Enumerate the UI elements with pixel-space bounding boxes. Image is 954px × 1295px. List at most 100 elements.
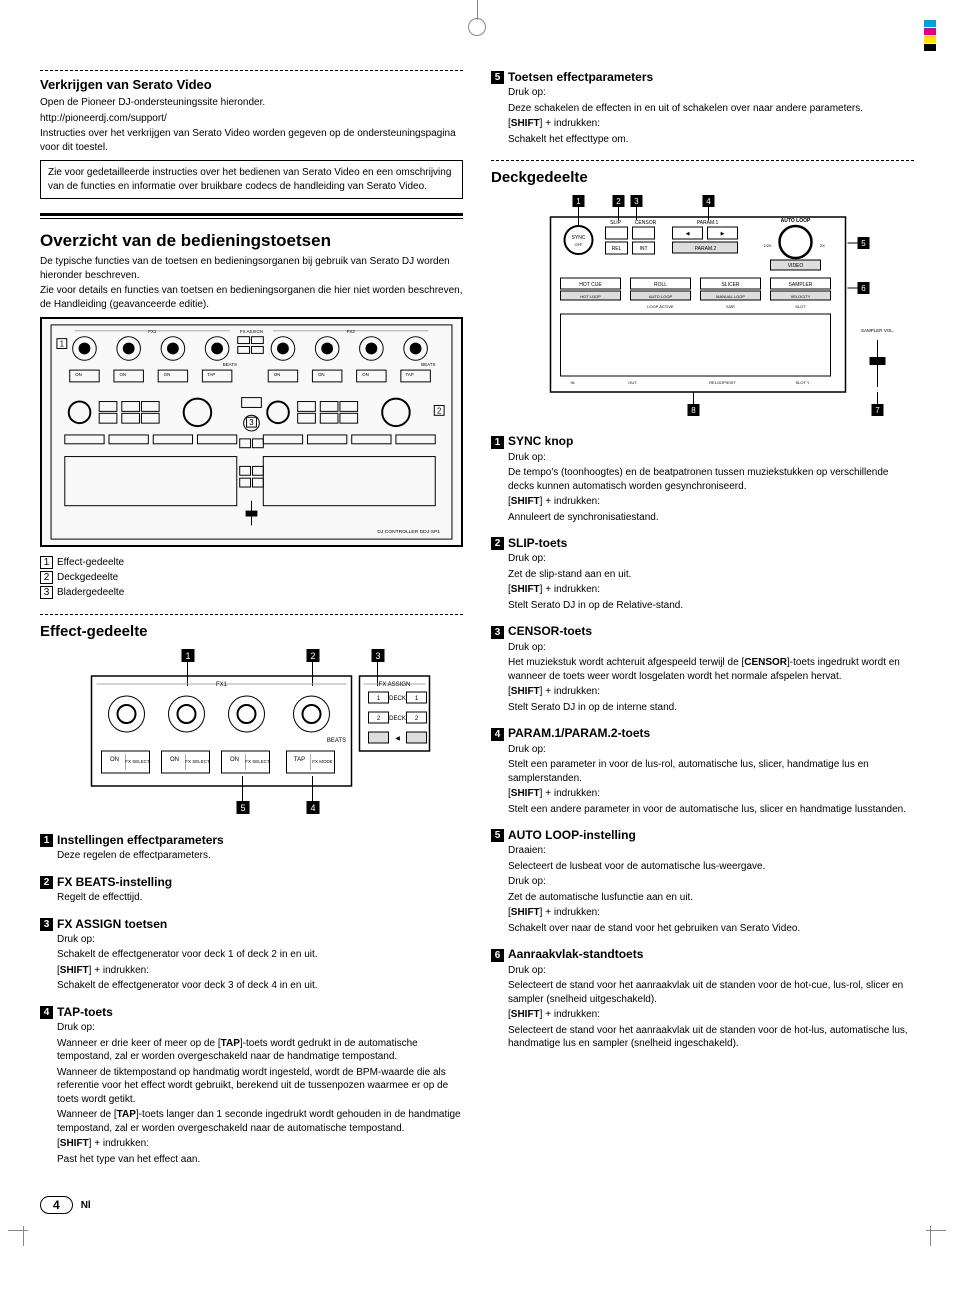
dashed-divider <box>491 160 914 161</box>
crop-mark-br <box>916 1216 946 1246</box>
item-title: FX ASSIGN toetsen <box>57 917 167 931</box>
svg-text:3: 3 <box>634 197 639 206</box>
section-title-deck: Deckgedeelte <box>491 167 914 186</box>
text: http://pioneerdj.com/support/ <box>40 112 463 126</box>
svg-text:1: 1 <box>60 340 64 349</box>
svg-text:5: 5 <box>861 239 866 248</box>
num-box: 1 <box>40 834 53 847</box>
text: Stelt een parameter in voor de lus-rol, … <box>508 758 914 785</box>
svg-text:1: 1 <box>377 696 381 702</box>
text: [SHIFT] + indrukken: <box>508 906 914 920</box>
item-heading: 5 Toetsen effectparameters <box>491 70 914 84</box>
item-heading: 2 FX BEATS-instelling <box>40 875 463 889</box>
item-heading: 3 FX ASSIGN toetsen <box>40 917 463 931</box>
svg-text:2: 2 <box>310 651 315 661</box>
text: Het muziekstuk wordt achteruit afgespeel… <box>508 656 914 683</box>
svg-text:ROLL: ROLL <box>654 282 667 288</box>
num-box: 3 <box>491 626 504 639</box>
legend-num: 1 <box>40 556 53 569</box>
text: Wanneer er drie keer of meer op de [TAP]… <box>57 1037 463 1064</box>
svg-text:DJ CONTROLLER DDJ-SP1: DJ CONTROLLER DDJ-SP1 <box>377 529 440 535</box>
text: [SHIFT] + indrukken: <box>57 964 463 978</box>
svg-text:8: 8 <box>691 406 696 415</box>
page-lang: Nl <box>81 1200 91 1211</box>
diagram-legend: 1Effect-gedeelte 2Deckgedeelte 3Bladerge… <box>40 555 463 600</box>
item-heading: 2SLIP-toets <box>491 536 914 550</box>
section-title-serato: Verkrijgen van Serato Video <box>40 77 463 92</box>
text: Open de Pioneer DJ-ondersteuningssite hi… <box>40 96 463 110</box>
heavy-rule <box>40 213 463 216</box>
svg-text:REL: REL <box>612 246 622 252</box>
text: Wanneer de [TAP]-toets langer dan 1 seco… <box>57 1108 463 1135</box>
svg-text:SLIP: SLIP <box>610 220 622 226</box>
left-column: Verkrijgen van Serato Video Open de Pion… <box>40 70 463 1168</box>
item-body: Druk op:Wanneer er drie keer of meer op … <box>57 1021 463 1166</box>
item-heading: 3 CENSOR-toets <box>491 624 914 638</box>
serato-body: Open de Pioneer DJ-ondersteuningssite hi… <box>40 96 463 154</box>
legend-label: Bladergedeelte <box>57 585 124 600</box>
text: Zie voor details en functies van toetsen… <box>40 284 463 311</box>
num-box: 3 <box>40 918 53 931</box>
text: Past het type van het effect aan. <box>57 1153 463 1167</box>
svg-text:AUTO LOOP: AUTO LOOP <box>649 294 673 299</box>
svg-text:2X: 2X <box>820 243 825 248</box>
item-body: Deze regelen de effectparameters. <box>57 849 463 863</box>
item-title: PARAM.1/PARAM.2-toets <box>508 726 650 740</box>
text: Zet de slip-stand aan en uit. <box>508 568 914 582</box>
item-body: Druk op:Selecteert de stand voor het aan… <box>508 964 914 1051</box>
text: Instructies over het verkrijgen van Sera… <box>40 127 463 154</box>
svg-text:2: 2 <box>415 716 419 722</box>
num-box: 6 <box>491 949 504 962</box>
effect-items: 1Instellingen effectparameters Deze regel… <box>40 833 463 1166</box>
text: Selecteert de stand voor het aanraakvlak… <box>508 1024 914 1051</box>
svg-text:◀: ◀ <box>395 736 400 742</box>
svg-text:HOT LOOP: HOT LOOP <box>580 294 601 299</box>
page-number: 4 <box>40 1196 73 1214</box>
text: Druk op: <box>508 743 914 757</box>
svg-text:4: 4 <box>706 197 711 206</box>
legend-item: 3 Bladergedeelte <box>40 585 463 600</box>
legend-label: Effect-gedeelte <box>57 555 124 570</box>
item-body: Druk op:Stelt een parameter in voor de l… <box>508 743 914 817</box>
text: [SHIFT] + indrukken: <box>57 1137 463 1151</box>
item-body: Regelt de effecttijd. <box>57 891 463 905</box>
text: [SHIFT] + indrukken: <box>508 117 914 131</box>
item-title: SLIP-toets <box>508 536 567 550</box>
svg-text:VIDEO: VIDEO <box>788 263 804 269</box>
text: Schakelt over naar de stand voor het geb… <box>508 922 914 936</box>
num-box: 5 <box>491 71 504 84</box>
num-box: 2 <box>40 876 53 889</box>
deck-items: 1SYNC knopDruk op:De tempo's (toonhoogte… <box>491 434 914 1050</box>
svg-text:4: 4 <box>310 803 315 813</box>
deck-diagram: 1 2 3 4 SYNCOFF SLIPCENSOR REL INT PARAM… <box>511 192 914 422</box>
svg-text:FX SELECT: FX SELECT <box>245 759 270 764</box>
item-heading: 1Instellingen effectparameters <box>40 833 463 847</box>
svg-text:MANUAL LOOP: MANUAL LOOP <box>716 294 745 299</box>
svg-text:TAP: TAP <box>294 757 305 763</box>
legend-num: 3 <box>40 586 53 599</box>
item-title: FX BEATS-instelling <box>57 875 172 889</box>
item-heading: 4 PARAM.1/PARAM.2-toets <box>491 726 914 740</box>
svg-text:2: 2 <box>616 197 621 206</box>
svg-text:1: 1 <box>415 696 419 702</box>
svg-text:7: 7 <box>875 406 880 415</box>
text: Annuleert de synchronisatiestand. <box>508 511 914 525</box>
text: De tempo's (toonhoogtes) en de beatpatro… <box>508 466 914 493</box>
num-box: 4 <box>491 728 504 741</box>
text: Selecteert de stand voor het aanraakvlak… <box>508 979 914 1006</box>
svg-text:FX MODE: FX MODE <box>312 759 333 764</box>
item-body: Druk op:De tempo's (toonhoogtes) en de b… <box>508 451 914 525</box>
text: Druk op: <box>508 451 914 465</box>
item-title: CENSOR-toets <box>508 624 592 638</box>
svg-text:SLICER: SLICER <box>721 282 739 288</box>
item-heading: 4TAP-toets <box>40 1005 463 1019</box>
item-body: Druk op:Deze schakelen de effecten in en… <box>508 86 914 146</box>
item-heading: 6Aanraakvlak-standtoets <box>491 947 914 961</box>
item-title: Toetsen effectparameters <box>508 70 653 84</box>
controller-diagram: FX1 FX2 FX ASSIGN BEATS BEATS <box>40 317 463 547</box>
text: Schakelt het effecttype om. <box>508 133 914 147</box>
svg-text:SYNC: SYNC <box>572 235 586 241</box>
deck-svg: 1 2 3 4 SYNCOFF SLIPCENSOR REL INT PARAM… <box>511 192 914 422</box>
item-body: Druk op:Zet de slip-stand aan en uit.[SH… <box>508 552 914 612</box>
item-title: SYNC knop <box>508 434 573 448</box>
